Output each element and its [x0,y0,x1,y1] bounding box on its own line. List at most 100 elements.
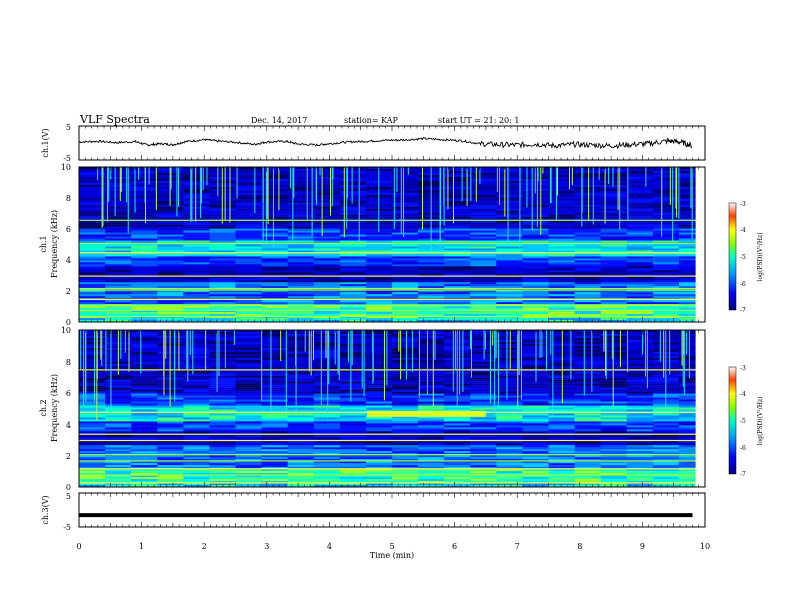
spectrogram-cell [157,477,184,480]
spectrogram-cell [444,226,471,229]
spectrogram-cell [131,381,158,384]
spectrogram-cell [183,385,210,388]
ch1-label: ch.1 [39,235,48,252]
spectrogram-cell [678,353,705,357]
spectrogram-cell [392,481,419,484]
spectrogram-cell [652,222,680,225]
spectrogram-cell [131,240,158,243]
spectrogram-cell [313,339,341,343]
spectrogram-cell [131,312,158,315]
spectrogram-cell [678,429,705,432]
spectrogram-cell [392,196,419,199]
spectrogram-cell [626,431,654,434]
spectrogram-cell [261,435,289,438]
spectrogram-cell [105,198,132,201]
spectrogram-cell [235,226,263,229]
spectrogram-cell [470,405,497,408]
spectrogram-cell [79,475,106,478]
spectrogram-cell [600,451,628,454]
xtick-8: 8 [577,542,582,551]
spectrogram-cell [105,230,132,233]
spectrogram-cell [365,260,393,263]
spectrogram-cell [652,240,680,243]
spectrogram-cell [313,274,341,277]
spectrogram-cell [600,469,628,472]
spectrogram-cell [418,375,445,378]
spectrogram-cell [339,359,367,362]
spectrogram-cell [678,272,705,275]
spectrogram-cell [574,391,602,394]
spectrogram-cell [418,306,445,309]
spectrogram-cell [287,469,315,472]
spectrogram-cell [418,252,445,255]
spectrogram-cell [339,355,367,359]
spectrogram-cell [79,234,106,237]
spectrogram-line [79,289,705,291]
spectrogram-cell [444,276,471,279]
spectrogram-cell [157,282,184,285]
spectrogram-cell [496,260,523,263]
ch2-ytick-10: 10 [61,326,71,335]
spectrogram-cell [313,250,341,253]
spectrogram-cell [470,373,497,376]
spectrogram-cell [235,425,263,428]
spectrogram-cell [209,222,236,225]
spectrogram-cell [574,457,602,460]
spectrogram-cell [131,415,158,418]
spectrogram-cell [574,220,602,223]
spectrogram-streak [561,330,563,404]
spectrogram-cell [313,455,341,458]
spectrogram-cell [287,373,315,376]
spectrogram-cell [470,353,497,357]
spectrogram-cell [79,178,106,182]
spectrogram-cell [548,194,576,198]
spectrogram-cell [652,192,680,196]
x-axis-label: Time (min) [370,551,414,560]
spectrogram-cell [339,292,367,295]
spectrogram-cell [470,457,497,460]
spectrogram-cell [235,224,263,227]
spectrogram-cell [548,198,576,201]
spectrogram-cell [157,268,184,271]
spectrogram-cell [600,174,628,178]
spectrogram-cell [183,250,210,253]
spectrogram-streak [270,330,272,412]
spectrogram-cell [287,415,315,418]
spectrogram-streak [383,330,385,401]
spectrogram-cell [365,437,393,440]
spectrogram-cell [496,405,523,408]
spectrogram-cell [418,457,445,460]
spectrogram-cell [131,284,158,287]
spectrogram-cell [548,415,576,418]
spectrogram-cell [131,268,158,271]
spectrogram-cell [105,421,132,424]
spectrogram-cell [183,379,210,382]
spectrogram-cell [131,405,158,408]
spectrogram-cell [209,252,236,255]
spectrogram-cell [261,200,289,203]
spectrogram-cell [79,260,106,263]
spectrogram-cell [626,477,654,480]
spectrogram-cell [79,292,106,295]
spectrogram-cell [470,167,497,170]
spectrogram-cell [235,459,263,462]
spectrogram-cell [261,276,289,279]
spectrogram-cell [339,429,367,432]
spectrogram-cell [183,425,210,428]
spectrogram-cell [652,473,680,476]
spectrogram-cell [392,455,419,458]
spectrogram-cell [574,381,602,384]
spectrogram-cell [235,244,263,247]
spectrogram-cell [79,226,106,229]
spectrogram-streak [659,330,661,362]
spectrogram-cell [131,461,158,464]
ch2-ytick-6: 6 [66,389,71,398]
spectrogram-cell [339,367,367,370]
spectrogram-cell [339,477,367,480]
spectrogram-cell [418,409,445,412]
spectrogram-cell [470,401,497,404]
spectrogram-cell [626,409,654,412]
spectrogram-cell [157,306,184,309]
spectrogram-cell [548,330,576,333]
spectrogram-cell [548,300,576,303]
